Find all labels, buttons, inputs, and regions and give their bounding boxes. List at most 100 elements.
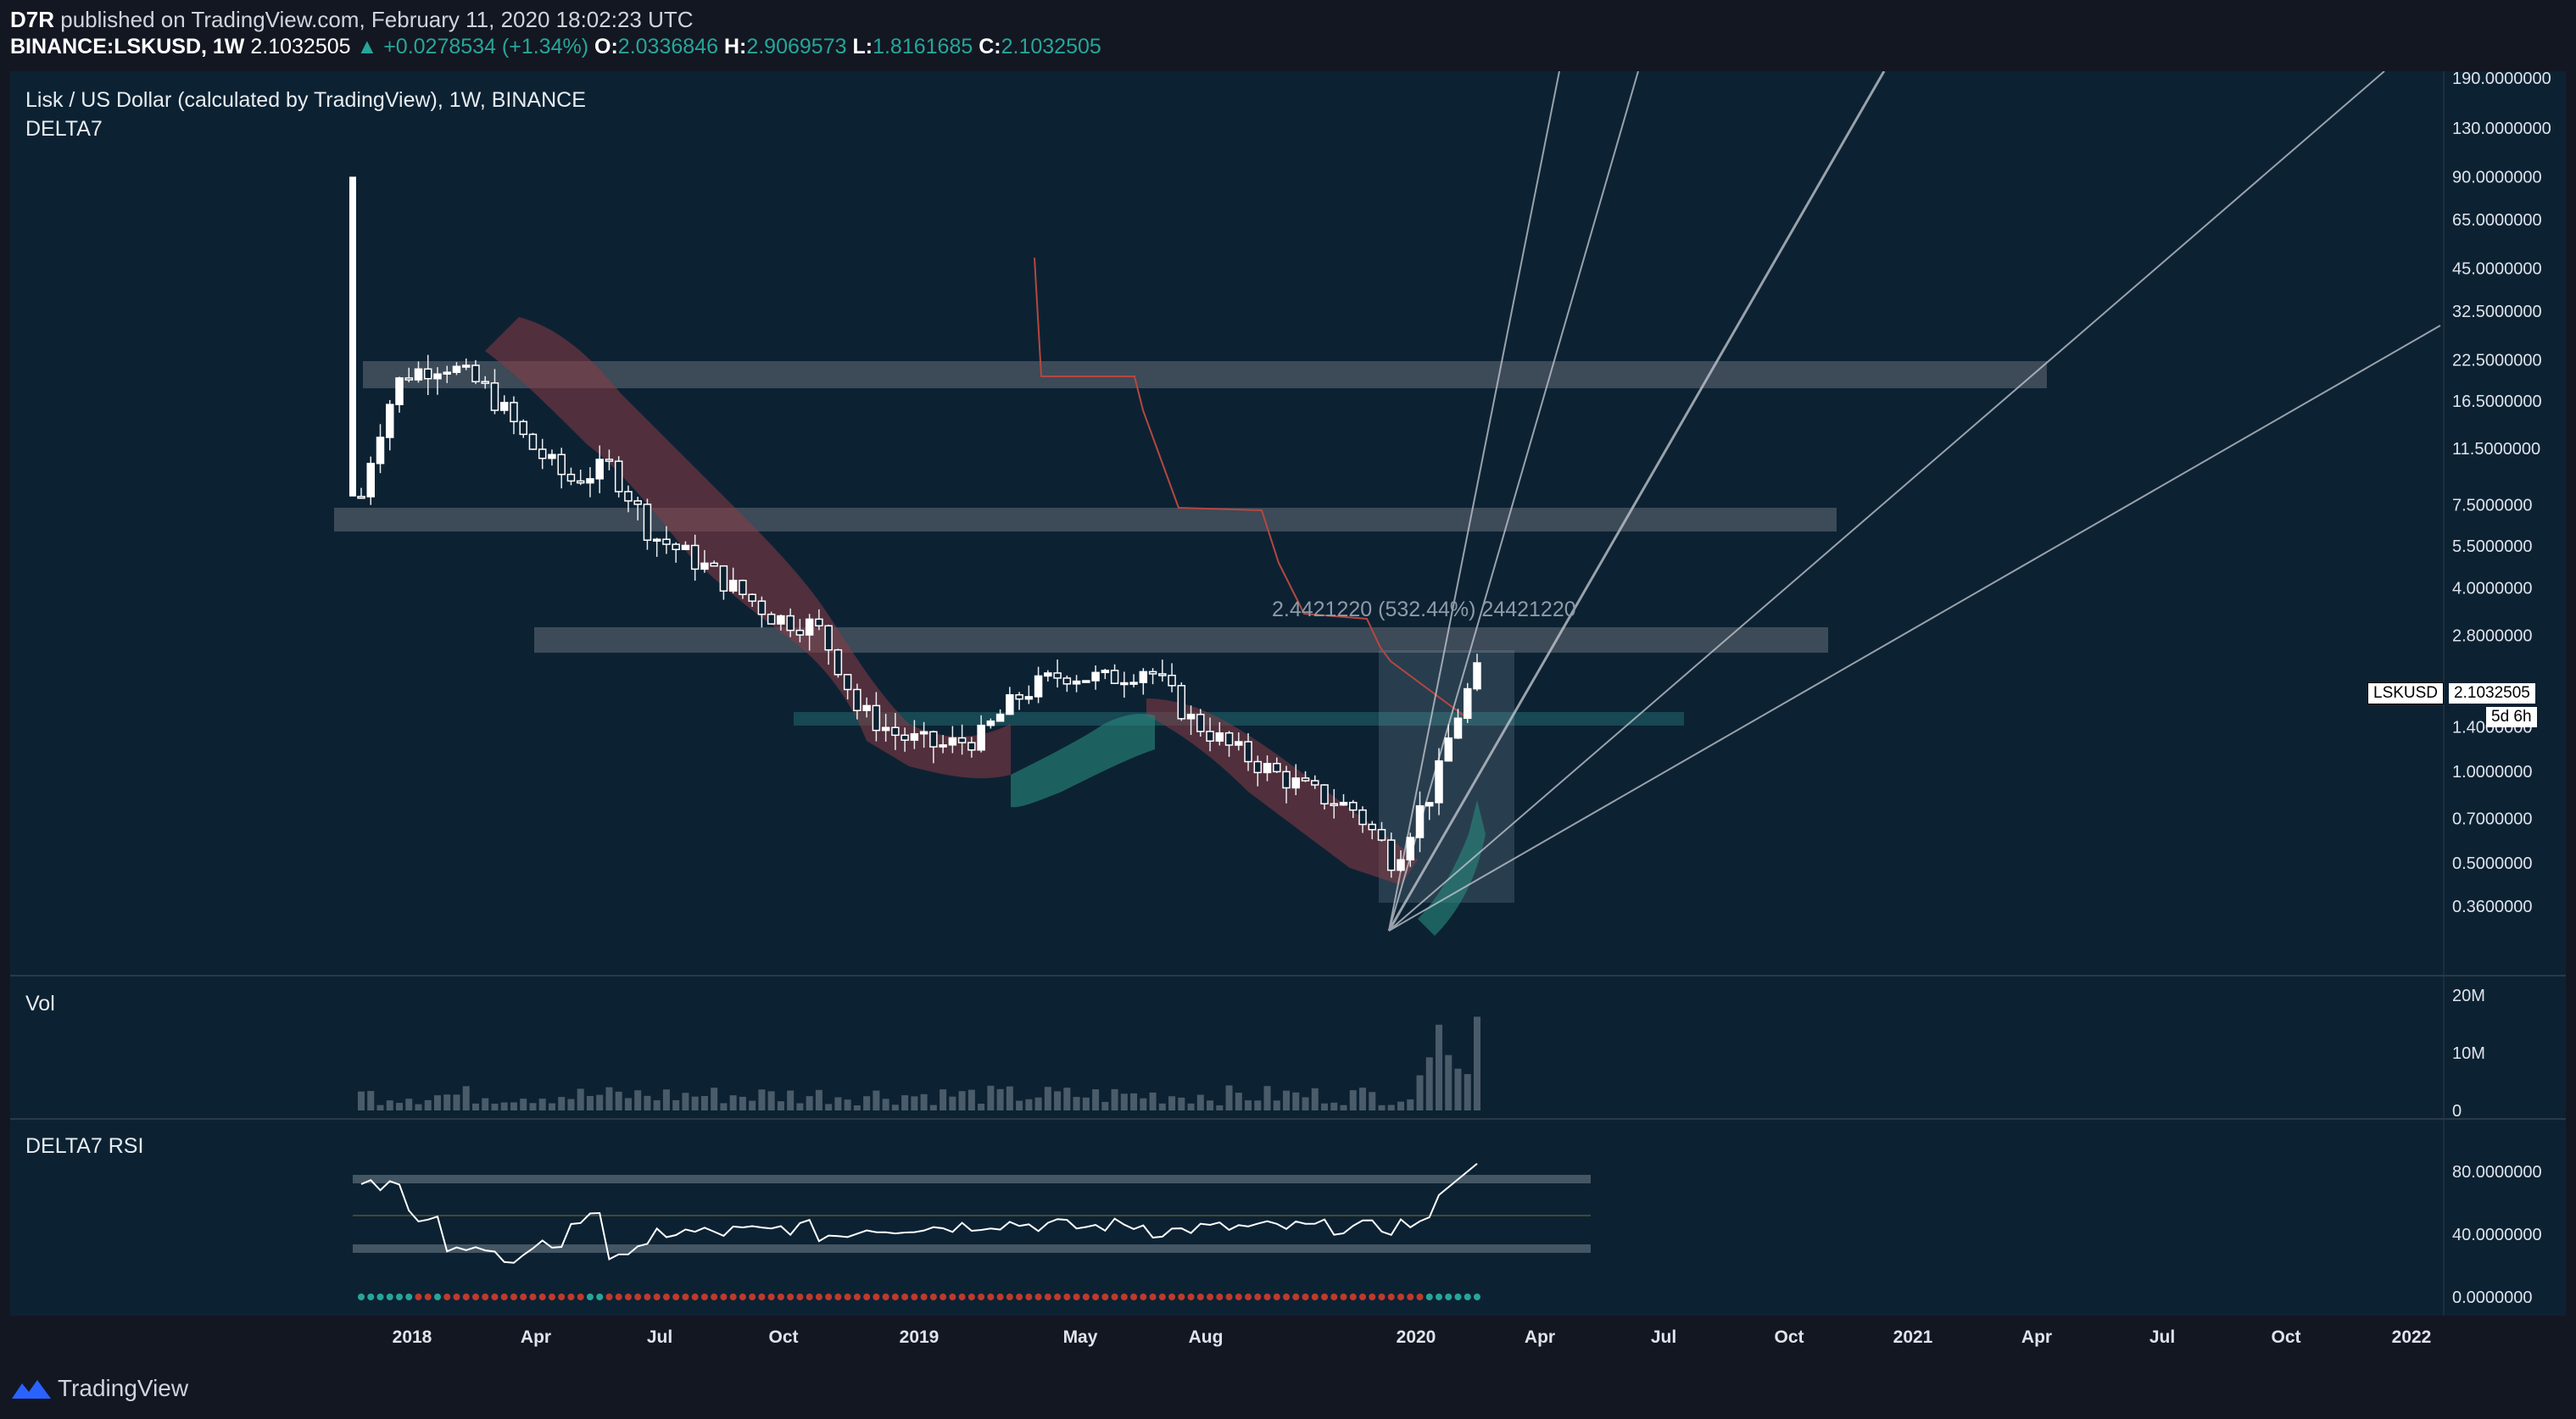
rsi-line[interactable]	[360, 1162, 1478, 1264]
candle-body[interactable]	[767, 613, 776, 625]
candle-body[interactable]	[538, 448, 547, 459]
rsi-signal-dot[interactable]	[929, 1294, 937, 1300]
rsi-layer[interactable]	[353, 1162, 1591, 1300]
candle-body[interactable]	[1464, 687, 1472, 720]
indicator-label[interactable]: DELTA7	[25, 117, 103, 141]
volume-bar[interactable]	[491, 1104, 499, 1110]
candle-body[interactable]	[872, 704, 881, 732]
volume-axis-label[interactable]: 0	[2452, 1102, 2462, 1121]
candle-body[interactable]	[557, 454, 566, 476]
candle-body[interactable]	[986, 720, 995, 726]
rsi-signal-dot[interactable]	[482, 1294, 489, 1300]
volume-bar[interactable]	[1054, 1091, 1062, 1110]
candle-body[interactable]	[614, 460, 623, 492]
price-axis-label[interactable]: 16.5000000	[2452, 392, 2542, 411]
candle-body[interactable]	[566, 473, 576, 482]
volume-bar[interactable]	[767, 1091, 775, 1110]
candle-body[interactable]	[1015, 693, 1023, 700]
candle-body[interactable]	[510, 402, 518, 423]
chart-canvas[interactable]: 190.0000000 130.0000000 90.0000000 65.00000…	[10, 70, 2566, 1316]
volume-bar[interactable]	[739, 1096, 746, 1110]
rsi-signal-dot[interactable]	[1025, 1294, 1033, 1300]
rsi-signal-dot[interactable]	[520, 1294, 527, 1300]
volume-bar[interactable]	[1321, 1103, 1329, 1110]
price-axis-label[interactable]: 2.8000000	[2452, 626, 2533, 645]
rsi-signal-dot[interactable]	[1311, 1294, 1319, 1300]
volume-bar[interactable]	[920, 1093, 928, 1110]
rsi-signal-dot[interactable]	[711, 1294, 718, 1300]
time-axis-label[interactable]: 2018	[393, 1327, 432, 1347]
rsi-signal-dot[interactable]	[1168, 1294, 1176, 1300]
candle-body[interactable]	[910, 732, 919, 741]
rsi-signal-dot[interactable]	[1369, 1294, 1376, 1300]
candle-body[interactable]	[1196, 714, 1205, 732]
rsi-signal-dot[interactable]	[1425, 1294, 1433, 1300]
chart-svg[interactable]: 190.0000000 130.0000000 90.0000000 65.00000…	[10, 70, 2566, 1316]
rsi-signal-dot[interactable]	[796, 1294, 804, 1300]
candle-body[interactable]	[710, 562, 718, 567]
rsi-signal-dot[interactable]	[1092, 1294, 1100, 1300]
candle-body[interactable]	[1397, 859, 1405, 871]
rsi-signal-dot[interactable]	[395, 1294, 403, 1300]
price-axis-label[interactable]: 65.0000000	[2452, 211, 2542, 230]
volume-bar[interactable]	[1387, 1105, 1395, 1110]
fan-line[interactable]	[1388, 70, 1560, 932]
candle-body[interactable]	[1034, 675, 1043, 698]
volume-bar[interactable]	[1407, 1099, 1414, 1110]
volume-bar[interactable]	[940, 1089, 947, 1110]
rsi-signal-dot[interactable]	[1254, 1294, 1262, 1300]
price-axis-label[interactable]: 0.3600000	[2452, 898, 2533, 916]
rsi-signal-dot[interactable]	[901, 1294, 909, 1300]
zone-rect[interactable]	[334, 508, 1837, 531]
candle-body[interactable]	[939, 744, 947, 748]
rsi-signal-dot[interactable]	[1063, 1294, 1071, 1300]
volume-bar[interactable]	[1034, 1097, 1042, 1110]
rsi-signal-dot[interactable]	[1245, 1294, 1252, 1300]
rsi-signal-dot[interactable]	[1101, 1294, 1109, 1300]
time-axis-label[interactable]: Oct	[768, 1327, 798, 1347]
rsi-signal-dot[interactable]	[815, 1294, 822, 1300]
rsi-signal-dot[interactable]	[1120, 1294, 1128, 1300]
time-axis-label[interactable]: Jul	[647, 1327, 672, 1347]
volume-bar[interactable]	[462, 1086, 470, 1110]
rsi-signal-dot[interactable]	[1196, 1294, 1204, 1300]
rsi-signal-dot[interactable]	[834, 1294, 842, 1300]
volume-bar[interactable]	[482, 1098, 489, 1110]
candle-body[interactable]	[862, 704, 871, 711]
candle-body[interactable]	[1235, 741, 1243, 746]
candle-body[interactable]	[1406, 837, 1415, 861]
candle-body[interactable]	[643, 504, 652, 541]
rsi-signal-dot[interactable]	[538, 1294, 546, 1300]
volume-bar[interactable]	[949, 1096, 956, 1110]
volume-bar[interactable]	[1245, 1100, 1252, 1110]
volume-bar[interactable]	[796, 1103, 804, 1110]
price-axis-label[interactable]: 190.0000000	[2452, 70, 2551, 88]
rsi-signal-dot[interactable]	[1034, 1294, 1042, 1300]
rsi-signal-dot[interactable]	[1111, 1294, 1118, 1300]
candle-body[interactable]	[1186, 714, 1196, 720]
volume-bar[interactable]	[873, 1090, 880, 1110]
rsi-signal-dot[interactable]	[949, 1294, 956, 1300]
fan-line[interactable]	[1388, 70, 2385, 932]
volume-bar[interactable]	[358, 1091, 365, 1110]
rsi-signal-dot[interactable]	[1216, 1294, 1224, 1300]
candle-body[interactable]	[1273, 762, 1281, 773]
candle-body[interactable]	[1339, 801, 1348, 806]
rsi-signal-dot[interactable]	[853, 1294, 861, 1300]
rsi-signal-dot[interactable]	[662, 1294, 670, 1300]
rsi-signal-dot[interactable]	[1302, 1294, 1309, 1300]
rsi-signal-dot[interactable]	[529, 1294, 537, 1300]
candle-body[interactable]	[929, 731, 938, 748]
candle-body[interactable]	[1129, 682, 1138, 685]
volume-bar[interactable]	[395, 1103, 403, 1110]
candle-body[interactable]	[433, 373, 442, 380]
volume-bar[interactable]	[967, 1089, 975, 1110]
candle-body[interactable]	[1453, 717, 1463, 739]
volume-bar[interactable]	[1187, 1103, 1195, 1110]
volume-bar[interactable]	[1349, 1090, 1357, 1110]
time-axis-label[interactable]: Apr	[1525, 1327, 1555, 1347]
tradingview-logo-icon[interactable]	[10, 1377, 53, 1406]
candle-body[interactable]	[1120, 682, 1129, 686]
volume-bar[interactable]	[1340, 1105, 1347, 1110]
candle-body[interactable]	[652, 538, 661, 542]
